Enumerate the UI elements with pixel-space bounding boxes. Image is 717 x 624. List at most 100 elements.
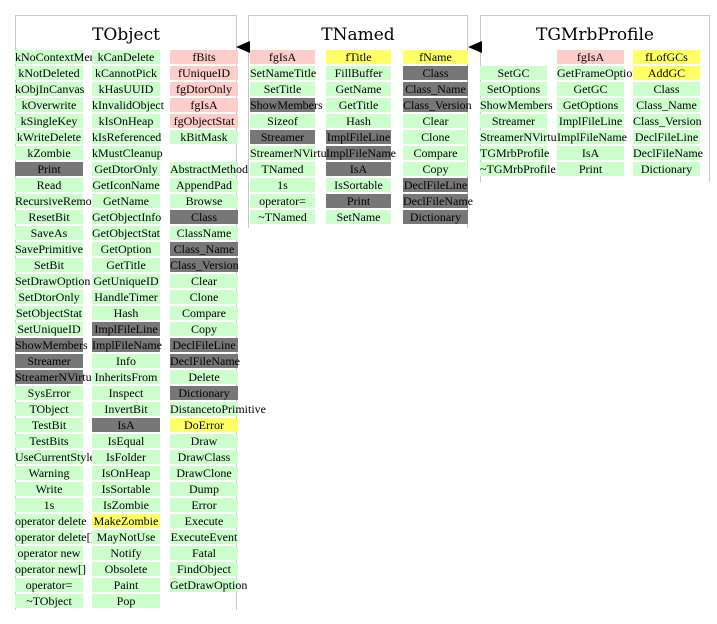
member-method: GetDrawOption xyxy=(170,578,248,592)
member-method: DeclFileName xyxy=(170,354,240,368)
member-method: Clone xyxy=(170,290,238,304)
member-method: operator delete xyxy=(15,514,87,528)
member-method: 1s xyxy=(15,498,83,512)
member-method: Class xyxy=(403,66,468,80)
member-method: ImplFileLine xyxy=(557,114,624,128)
member-method: ~TNamed xyxy=(250,210,315,224)
member-method: GetIconName xyxy=(92,178,160,192)
member-method: Class xyxy=(633,82,700,96)
member-method: Compare xyxy=(403,146,468,160)
member-method: Notify xyxy=(92,546,160,560)
member-method: Print xyxy=(326,194,391,208)
member-method: kIsOnHeap xyxy=(92,114,160,128)
member-method: Inspect xyxy=(92,386,160,400)
member-method: Clear xyxy=(403,114,468,128)
member-method: ShowMembers xyxy=(250,98,323,112)
member-method: IsOnHeap xyxy=(92,466,160,480)
member-method: AppendPad xyxy=(170,178,238,192)
member-method: RecursiveRemove xyxy=(15,194,103,208)
member-method: GetOptions xyxy=(557,98,624,112)
member-method: HandleTimer xyxy=(92,290,160,304)
member-method: DeclFileLine xyxy=(170,338,238,352)
member-method: Pop xyxy=(92,594,160,608)
member-method: ImplFileName xyxy=(92,338,162,352)
member-method: GetGC xyxy=(557,82,624,96)
member-method: Class_Name xyxy=(170,242,238,256)
member-method: InheritsFrom xyxy=(92,370,160,384)
member-method: MayNotUse xyxy=(92,530,160,544)
member-method: Clear xyxy=(170,274,238,288)
member-method: SetObjectStat xyxy=(15,306,83,320)
member-method: StreamerNVirtual xyxy=(15,370,101,384)
member-method: kInvalidObject xyxy=(92,98,164,112)
member-method: operator delete[] xyxy=(15,530,95,544)
member-method: Streamer xyxy=(480,114,547,128)
member-method: GetName xyxy=(326,82,391,96)
member-field: AddGC xyxy=(633,66,700,80)
member-method: StreamerNVirtual xyxy=(250,146,336,160)
member-method: kCanDelete xyxy=(92,50,160,64)
member-method: FillBuffer xyxy=(326,66,391,80)
class-title: TObject xyxy=(92,25,160,45)
inheritance-arrow-icon xyxy=(236,41,250,53)
member-method: Class_Version xyxy=(403,98,472,112)
member-method: SetDrawOption xyxy=(15,274,91,288)
member-method: operator new xyxy=(15,546,83,560)
member-method: GetTitle xyxy=(92,258,160,272)
member-field: fTitle xyxy=(326,50,391,64)
member-method: TGMrbProfile xyxy=(480,146,550,160)
member-method: GetOption xyxy=(92,242,160,256)
member-method: GetFrameOptions xyxy=(557,66,643,80)
member-field: fgDtorOnly xyxy=(170,82,238,96)
member-method: Class_Version xyxy=(633,114,702,128)
member-method: Print xyxy=(15,162,83,176)
member-method: Fatal xyxy=(170,546,238,560)
member-method: Obsolete xyxy=(92,562,160,576)
member-method: Dictionary xyxy=(403,210,468,224)
member-method: IsA xyxy=(326,162,391,176)
member-method: IsFolder xyxy=(92,450,160,464)
member-method: operator= xyxy=(15,578,83,592)
member-method: ResetBit xyxy=(15,210,83,224)
member-field: fUniqueID xyxy=(170,66,238,80)
member-method: ExecuteEvent xyxy=(170,530,238,544)
member-method: AbstractMethod xyxy=(170,162,248,176)
member-method: kBitMask xyxy=(170,130,238,144)
member-method: Streamer xyxy=(15,354,83,368)
member-method: kSingleKey xyxy=(15,114,83,128)
member-method: GetObjectStat xyxy=(92,226,160,240)
member-method: kObjInCanvas xyxy=(15,82,85,96)
member-field: fBits xyxy=(170,50,238,64)
member-method: SetName xyxy=(326,210,391,224)
member-method: Class_Name xyxy=(403,82,468,96)
member-method: operator= xyxy=(250,194,315,208)
member-method: GetTitle xyxy=(326,98,391,112)
member-method: Delete xyxy=(170,370,238,384)
member-method: Dictionary xyxy=(633,162,700,176)
member-method: ImplFileName xyxy=(326,146,396,160)
member-method: Hash xyxy=(92,306,160,320)
member-method: ~TObject xyxy=(15,594,83,608)
member-method: IsA xyxy=(557,146,624,160)
member-method: SetNameTitle xyxy=(250,66,317,80)
member-method: Info xyxy=(92,354,160,368)
member-method: ~TGMrbProfile xyxy=(480,162,556,176)
member-method: StreamerNVirtual xyxy=(480,130,566,144)
member-method: operator new[] xyxy=(15,562,86,576)
member-method: Dictionary xyxy=(170,386,238,400)
member-method: kNoContextMenu xyxy=(15,50,102,64)
member-method: SetOptions xyxy=(480,82,547,96)
member-method: kCannotPick xyxy=(92,66,160,80)
member-method: Hash xyxy=(326,114,391,128)
member-field: MakeZombie xyxy=(92,514,160,528)
member-method: SetGC xyxy=(480,66,547,80)
member-method: TestBit xyxy=(15,418,83,432)
member-method: SetBit xyxy=(15,258,83,272)
member-method: kIsReferenced xyxy=(92,130,162,144)
member-method: Class_Version xyxy=(170,258,239,272)
member-field: DoError xyxy=(170,418,238,432)
member-method: ImplFileName xyxy=(557,130,627,144)
member-method: Copy xyxy=(170,322,238,336)
member-method: SetUniqueID xyxy=(15,322,83,336)
member-method: 1s xyxy=(250,178,315,192)
